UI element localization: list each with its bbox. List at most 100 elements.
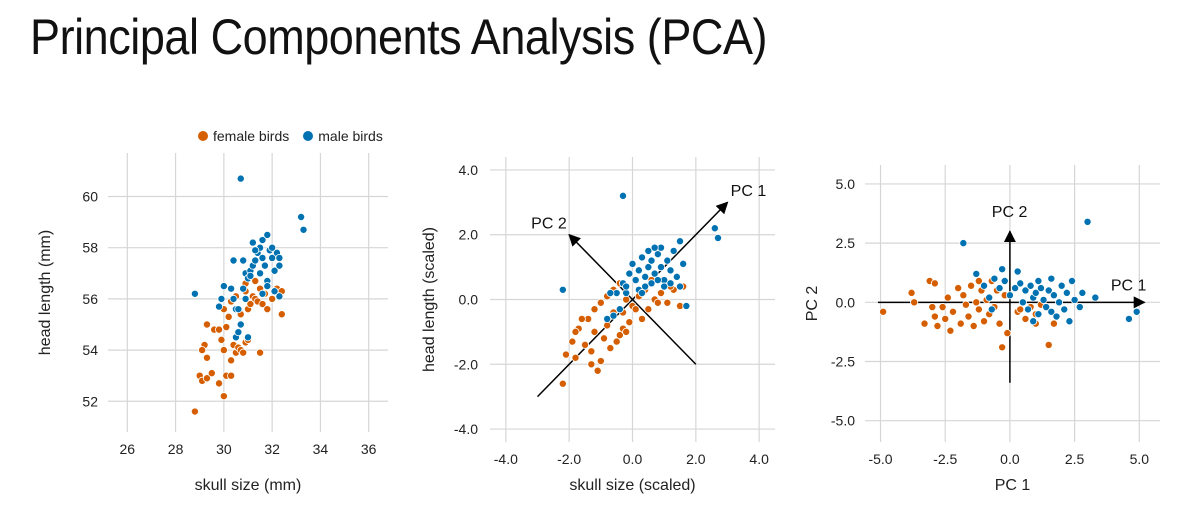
female-bird-point <box>568 337 577 346</box>
female-bird-point <box>227 356 236 365</box>
male-bird-point <box>644 263 653 272</box>
y-tick-label: -2.0 <box>454 356 478 372</box>
female-bird-point <box>974 305 983 314</box>
male-bird-point <box>275 253 284 262</box>
female-bird-point <box>615 331 624 340</box>
chart-pca-data: -5.0 -2.5 0.0 2.5 5.0 -5.0 -2.5 0.0 2.5 5.0 PC 1 PC… <box>804 165 1160 494</box>
x-tick-label: -4.0 <box>494 451 518 467</box>
x-tick-label: 30 <box>216 441 232 457</box>
male-bird-point <box>980 281 989 290</box>
x-tick-label: -2.0 <box>557 451 581 467</box>
male-bird-point <box>248 238 257 247</box>
x-tick-label: -5.0 <box>868 451 892 467</box>
y-axis-title: head length (mm) <box>37 230 54 355</box>
female-bird-point <box>1003 329 1012 338</box>
female-bird-point <box>995 319 1004 328</box>
female-bird-point <box>967 281 976 290</box>
x-tick-label: 36 <box>361 441 377 457</box>
female-bird-point <box>928 303 937 312</box>
female-bird-point <box>571 353 580 362</box>
male-bird-point <box>1005 291 1014 300</box>
male-bird-point <box>258 253 267 262</box>
male-bird-point <box>625 269 634 278</box>
female-bird-point <box>606 344 615 353</box>
male-bird-point <box>1036 284 1045 293</box>
male-bird-point <box>260 261 269 270</box>
male-bird-point <box>1047 274 1056 283</box>
y-tick-label: 52 <box>82 393 98 409</box>
female-bird-point <box>198 346 207 355</box>
male-bird-point <box>1047 307 1056 316</box>
male-bird-point <box>985 293 994 302</box>
male-bird-point <box>1039 295 1048 304</box>
male-bird-point <box>644 246 653 255</box>
male-bird-point <box>675 237 684 246</box>
male-bird-point <box>227 284 236 293</box>
male-bird-point <box>1052 312 1061 321</box>
female-bird-point <box>224 312 233 321</box>
male-bird-point <box>647 256 656 265</box>
male-bird-point <box>637 289 646 298</box>
male-bird-point <box>666 266 675 275</box>
y-tick-label: 5.0 <box>836 176 856 192</box>
male-bird-point <box>1031 288 1040 297</box>
male-bird-point <box>650 243 659 252</box>
male-bird-point <box>615 305 624 314</box>
female-swatch-icon <box>198 131 208 141</box>
male-bird-point <box>1029 317 1038 326</box>
male-bird-point <box>713 233 722 242</box>
female-bird-point <box>946 326 955 335</box>
male-bird-point <box>637 253 646 262</box>
male-bird-point <box>1049 291 1058 300</box>
female-bird-point <box>998 343 1007 352</box>
male-bird-point <box>609 311 618 320</box>
pc-arrow-label: PC 1 <box>1111 277 1147 294</box>
male-bird-point <box>236 174 245 183</box>
female-bird-point <box>587 347 596 356</box>
pc-arrow-label: PC 2 <box>992 204 1028 221</box>
male-bird-point <box>234 328 243 337</box>
female-bird-point <box>599 334 608 343</box>
female-bird-point <box>920 319 929 328</box>
male-bird-point <box>631 276 640 285</box>
male-bird-point <box>1057 281 1066 290</box>
pc-arrow <box>568 233 697 365</box>
male-bird-point <box>990 274 999 283</box>
female-bird-point <box>596 298 605 307</box>
male-bird-point <box>653 276 662 285</box>
legend-label-male: male birds <box>318 128 383 144</box>
male-bird-point <box>1042 303 1051 312</box>
male-bird-point <box>1026 281 1035 290</box>
male-bird-point <box>270 266 279 275</box>
x-tick-label: 28 <box>168 441 184 457</box>
y-tick-label: 4.0 <box>459 162 479 178</box>
male-bird-point <box>263 230 272 239</box>
x-axis-title: skull size (scaled) <box>569 477 695 494</box>
female-bird-point <box>656 289 665 298</box>
female-bird-point <box>256 348 265 357</box>
y-tick-label: 0.0 <box>459 292 479 308</box>
male-bird-point <box>1024 305 1033 314</box>
female-bird-point <box>215 379 224 388</box>
male-bird-point <box>251 246 260 255</box>
female-bird-point <box>941 314 950 323</box>
x-axis-title: skull size (mm) <box>195 477 302 494</box>
male-bird-point <box>1000 277 1009 286</box>
male-bird-point <box>669 246 678 255</box>
male-bird-point <box>628 259 637 268</box>
male-bird-point <box>656 263 665 272</box>
female-bird-point <box>580 340 589 349</box>
x-tick-label: 5.0 <box>1130 451 1150 467</box>
male-bird-point <box>246 271 255 280</box>
male-bird-point <box>618 191 627 200</box>
y-tick-label: 2.0 <box>459 227 479 243</box>
male-bird-point <box>972 269 981 278</box>
female-bird-point <box>571 327 580 336</box>
female-bird-point <box>202 320 211 329</box>
male-bird-point <box>682 301 691 310</box>
male-bird-point <box>959 239 968 248</box>
male-bird-point <box>1124 314 1133 323</box>
male-bird-point <box>1016 279 1025 288</box>
male-bird-point <box>647 279 656 288</box>
male-bird-point <box>558 285 567 294</box>
